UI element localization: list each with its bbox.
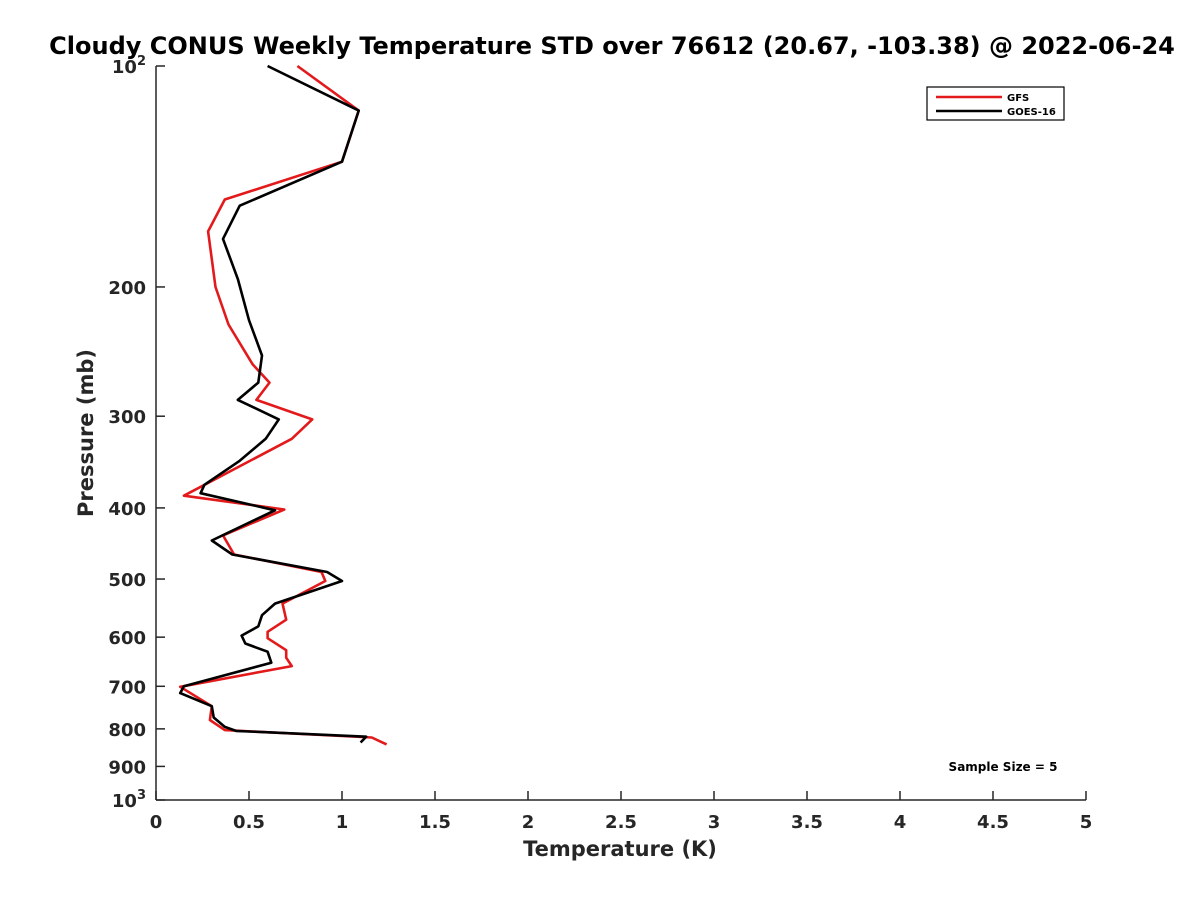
x-tick-label: 5 bbox=[1080, 812, 1093, 833]
x-tick-label: 4.5 bbox=[977, 812, 1009, 833]
x-tick-label: 2 bbox=[522, 812, 535, 833]
sample-size-annotation: Sample Size = 5 bbox=[949, 760, 1058, 774]
y-axis-ticks: 102 200 300 400 500 600 700 800 900 103 bbox=[108, 54, 165, 812]
legend-label: GOES-16 bbox=[1007, 107, 1056, 118]
y-tick-label: 700 bbox=[108, 677, 146, 698]
x-tick-label: 1.5 bbox=[419, 812, 451, 833]
x-tick-label: 4 bbox=[894, 812, 907, 833]
plot-area: 0 0.5 1 1.5 2 2.5 3 3.5 4 4.5 5 102 200 300 400 500 600… bbox=[108, 54, 1092, 833]
series-line-goes-16 bbox=[178, 64, 368, 744]
x-tick-label: 0 bbox=[150, 812, 163, 833]
y-axis-label: Pressure (mb) bbox=[74, 349, 98, 517]
legend-items: GFS GOES-16 bbox=[936, 93, 1056, 118]
series-line-gfs bbox=[178, 64, 388, 746]
y-tick-label: 103 bbox=[112, 788, 146, 812]
y-tick-label: 300 bbox=[108, 407, 146, 428]
y-tick-label: 102 bbox=[112, 54, 146, 78]
chart-title: Cloudy CONUS Weekly Temperature STD over… bbox=[49, 32, 1175, 60]
x-tick-label: 2.5 bbox=[605, 812, 637, 833]
y-tick-label: 500 bbox=[108, 570, 146, 591]
y-tick-label: 400 bbox=[108, 499, 146, 520]
x-tick-label: 3.5 bbox=[791, 812, 823, 833]
legend-box bbox=[926, 86, 1065, 121]
y-tick-label: 200 bbox=[108, 278, 146, 299]
x-tick-label: 3 bbox=[708, 812, 721, 833]
x-tick-label: 1 bbox=[336, 812, 349, 833]
y-tick-label: 800 bbox=[108, 720, 146, 741]
legend: GFS GOES-16 bbox=[926, 86, 1065, 121]
x-axis-ticks: 0 0.5 1 1.5 2 2.5 3 3.5 4 4.5 5 bbox=[150, 791, 1093, 833]
x-axis-label: Temperature (K) bbox=[523, 837, 717, 861]
x-tick-label: 0.5 bbox=[233, 812, 265, 833]
y-tick-label: 900 bbox=[108, 757, 146, 778]
legend-label: GFS bbox=[1007, 93, 1029, 104]
y-tick-label: 600 bbox=[108, 628, 146, 649]
series-lines bbox=[178, 64, 388, 746]
